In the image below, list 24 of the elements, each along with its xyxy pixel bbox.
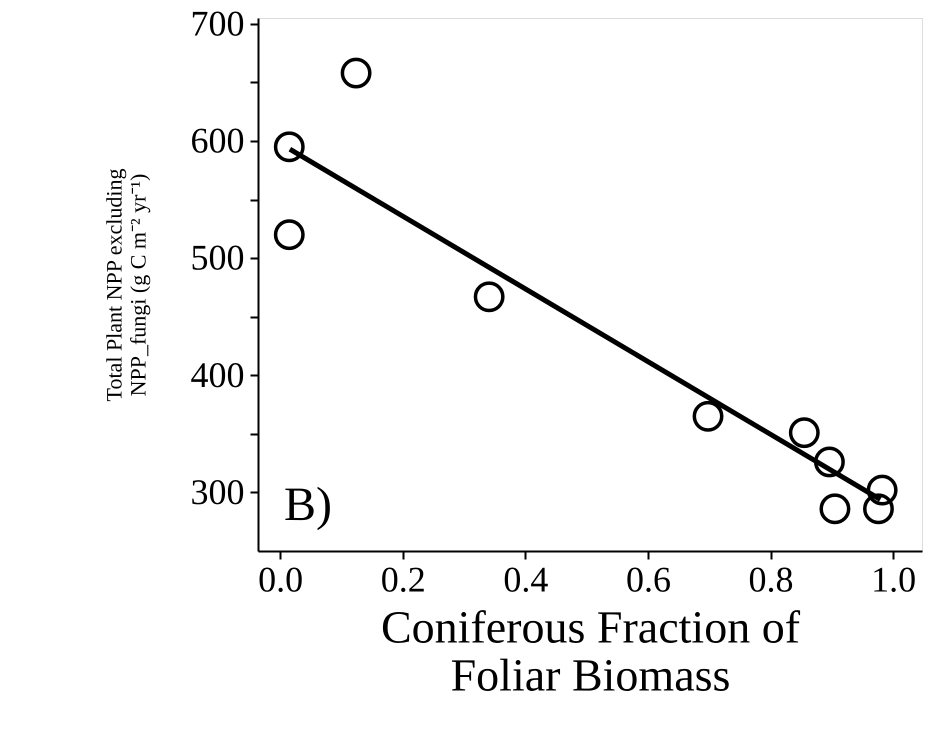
point — [863, 493, 894, 524]
y-tick-label: 500 — [190, 238, 244, 278]
x-tick-label: 0.6 — [626, 560, 671, 600]
x-tick-label: 0.2 — [380, 560, 426, 600]
point — [274, 219, 305, 250]
point — [340, 58, 372, 88]
x-tick-label: 0.8 — [748, 560, 794, 600]
x-axis-title: Coniferous Fraction of Foliar Biomass — [380, 602, 801, 700]
point — [819, 493, 850, 524]
point — [788, 417, 820, 448]
point — [274, 131, 305, 162]
x-tick-label: 0.4 — [503, 560, 548, 600]
annotation: B) — [284, 478, 332, 531]
point — [474, 281, 505, 312]
y-tick-label: 400 — [190, 354, 244, 395]
x-tick-label: 1.0 — [871, 560, 916, 600]
y-tick-label: 300 — [190, 472, 244, 512]
x-tick-label: 0.0 — [258, 560, 304, 600]
y-tick-label: 700 — [190, 3, 244, 44]
y-axis-title: Total Plant NPP excluding NPP_fungi (g C m⁻² yr⁻¹) — [102, 168, 150, 402]
y-tick-label: 600 — [190, 120, 244, 160]
point — [814, 446, 845, 478]
point — [866, 474, 898, 506]
point — [692, 400, 724, 432]
